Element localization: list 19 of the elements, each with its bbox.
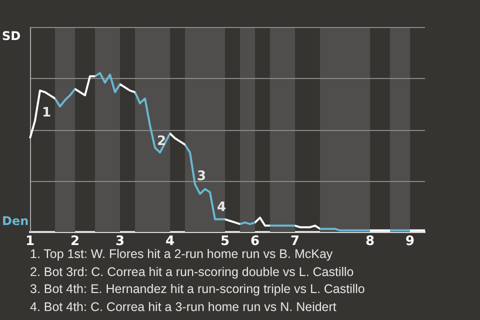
- text: 4. Bot 4th: C. Correa hit a 3-run home run vs N. Neidert: [30, 298, 338, 316]
- text: SD: [2, 29, 21, 44]
- text: 1. Top 1st: W. Flores hit a 2-run home run vs B. McKay: [30, 247, 333, 261]
- annotation: 3: [197, 169, 206, 184]
- x-tick-label: 4: [165, 234, 175, 250]
- x-tick-label: 5: [220, 234, 230, 250]
- x-tick-label: 9: [405, 234, 415, 250]
- text: Den: [2, 214, 29, 228]
- text: 3. Bot 4th: E. Hernandez hit a run-scoring triple vs L. Castillo: [30, 281, 366, 298]
- x-tick-label: 3: [115, 234, 125, 250]
- x-tick-label: 7: [290, 234, 300, 250]
- x-tick-label: 1: [25, 234, 35, 250]
- annotation: 4: [217, 200, 226, 215]
- x-tick-label: 8: [365, 234, 375, 250]
- x-tick-label: 2: [70, 234, 80, 250]
- text: 2. Bot 3rd: C. Correa hit a run-scoring double vs L. Castillo: [30, 264, 355, 281]
- annotation: 1: [42, 105, 52, 120]
- annotation: 2: [157, 134, 166, 150]
- x-tick-label: 6: [250, 234, 260, 250]
